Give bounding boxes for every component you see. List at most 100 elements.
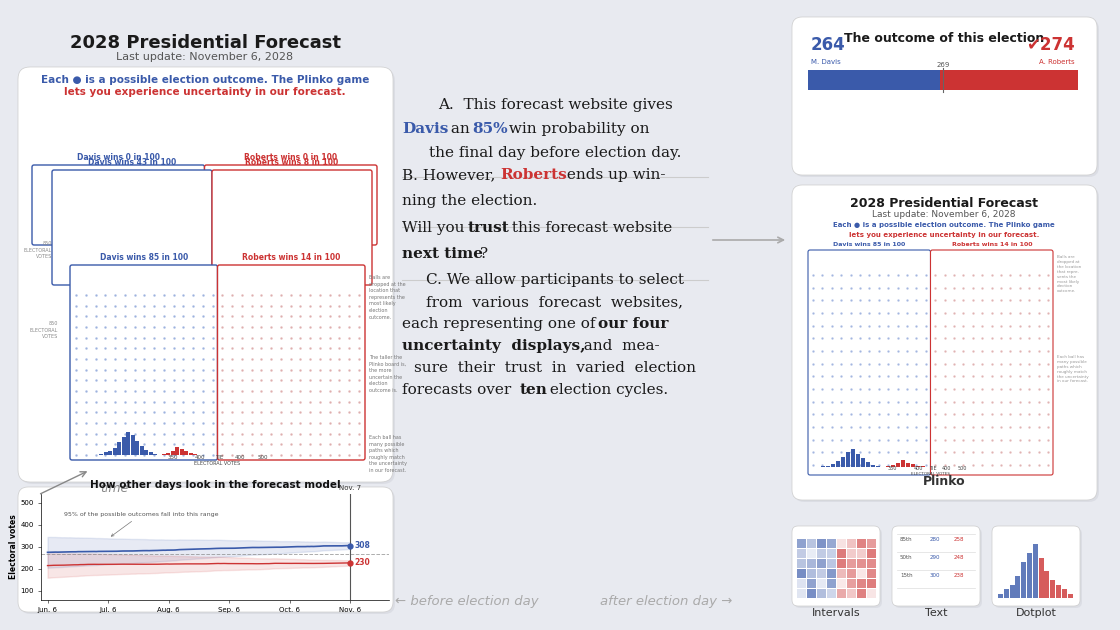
Text: 500: 500 bbox=[258, 455, 268, 460]
Bar bbox=[941, 70, 1077, 90]
Bar bbox=[867, 569, 876, 578]
Bar bbox=[850, 449, 855, 467]
Bar bbox=[827, 579, 836, 588]
Bar bbox=[827, 559, 836, 568]
Text: next time: next time bbox=[402, 247, 483, 261]
Text: uncertainty  displays,: uncertainty displays, bbox=[402, 339, 586, 353]
Bar bbox=[125, 432, 130, 455]
Bar bbox=[857, 579, 866, 588]
Bar bbox=[827, 589, 836, 598]
Bar bbox=[911, 464, 915, 467]
Bar bbox=[867, 549, 876, 558]
Y-axis label: Electoral votes: Electoral votes bbox=[9, 515, 18, 579]
FancyBboxPatch shape bbox=[32, 165, 205, 245]
Text: A.  This forecast website gives: A. This forecast website gives bbox=[438, 98, 672, 112]
Bar bbox=[797, 539, 806, 548]
Text: 85%: 85% bbox=[472, 122, 507, 136]
Bar bbox=[998, 593, 1004, 598]
Text: 264: 264 bbox=[811, 36, 846, 54]
Text: Roberts wins 14 in 100: Roberts wins 14 in 100 bbox=[242, 253, 340, 262]
Text: from  various  forecast  websites,: from various forecast websites, bbox=[427, 295, 683, 309]
Bar bbox=[193, 454, 197, 455]
Bar bbox=[136, 440, 139, 455]
Bar bbox=[797, 569, 806, 578]
Text: ← before election day: ← before election day bbox=[395, 595, 539, 608]
FancyBboxPatch shape bbox=[69, 265, 217, 460]
Bar bbox=[905, 462, 909, 467]
Bar bbox=[140, 446, 143, 455]
Text: lets you experience uncertainty in our forecast.: lets you experience uncertainty in our f… bbox=[64, 87, 346, 97]
Text: ning the election.: ning the election. bbox=[402, 194, 538, 208]
Bar bbox=[797, 559, 806, 568]
Bar bbox=[847, 579, 856, 588]
Text: Each ball has
many possible
paths which
roughly match
the uncertainty
in our for: Each ball has many possible paths which … bbox=[368, 435, 407, 473]
Text: lets you experience uncertainty in our forecast.: lets you experience uncertainty in our f… bbox=[849, 232, 1039, 238]
Bar bbox=[161, 454, 166, 455]
Text: Roberts: Roberts bbox=[500, 168, 567, 182]
Bar bbox=[847, 549, 856, 558]
Text: after election day →: after election day → bbox=[600, 595, 732, 608]
FancyBboxPatch shape bbox=[794, 187, 1099, 502]
Bar bbox=[840, 457, 844, 467]
Text: 280: 280 bbox=[930, 537, 941, 542]
Bar bbox=[1056, 585, 1061, 598]
Bar bbox=[816, 579, 825, 588]
Bar bbox=[856, 454, 860, 467]
Bar bbox=[837, 589, 846, 598]
Bar bbox=[1062, 589, 1066, 598]
Bar bbox=[837, 559, 846, 568]
Bar bbox=[808, 589, 816, 598]
Bar bbox=[867, 539, 876, 548]
Bar bbox=[896, 462, 900, 467]
Text: 248: 248 bbox=[954, 555, 964, 560]
Bar bbox=[816, 589, 825, 598]
Bar bbox=[837, 539, 846, 548]
Text: each representing one of: each representing one of bbox=[402, 317, 600, 331]
Text: 258: 258 bbox=[954, 537, 964, 542]
Text: sure  their  trust  in  varied  election: sure their trust in varied election bbox=[414, 361, 696, 375]
Bar bbox=[1045, 571, 1049, 598]
Bar bbox=[837, 549, 846, 558]
Bar bbox=[1038, 558, 1044, 598]
Bar bbox=[149, 452, 152, 455]
Bar bbox=[99, 454, 103, 455]
Text: 290: 290 bbox=[930, 555, 941, 560]
Bar bbox=[825, 466, 830, 467]
Bar bbox=[816, 569, 825, 578]
Text: M. Davis: M. Davis bbox=[811, 59, 841, 65]
Bar bbox=[836, 461, 840, 467]
Text: TIE: TIE bbox=[215, 455, 224, 460]
Text: win probability on: win probability on bbox=[504, 122, 650, 136]
Text: ?: ? bbox=[480, 247, 488, 261]
Text: Each ● is a possible election outcome. The Plinko game: Each ● is a possible election outcome. T… bbox=[833, 222, 1055, 228]
Text: The outcome of this election: The outcome of this election bbox=[843, 32, 1044, 45]
Text: Intervals: Intervals bbox=[812, 608, 860, 618]
Bar bbox=[867, 579, 876, 588]
Bar bbox=[153, 454, 157, 455]
FancyBboxPatch shape bbox=[205, 165, 377, 245]
Text: forecasts over: forecasts over bbox=[402, 383, 516, 397]
Bar bbox=[1009, 585, 1015, 598]
FancyBboxPatch shape bbox=[808, 250, 931, 475]
Bar bbox=[860, 458, 865, 467]
Bar bbox=[821, 466, 825, 467]
Text: Plinko: Plinko bbox=[923, 475, 965, 488]
Text: ends up win-: ends up win- bbox=[562, 168, 665, 182]
Bar bbox=[816, 559, 825, 568]
Bar bbox=[797, 579, 806, 588]
Bar bbox=[857, 569, 866, 578]
Bar bbox=[808, 579, 816, 588]
Bar bbox=[915, 466, 920, 467]
FancyBboxPatch shape bbox=[792, 17, 1096, 175]
Bar bbox=[103, 452, 108, 455]
Text: 400: 400 bbox=[942, 466, 951, 471]
Text: our four: our four bbox=[598, 317, 669, 331]
Bar bbox=[131, 435, 134, 455]
Text: TIE: TIE bbox=[928, 466, 936, 471]
Text: 238: 238 bbox=[954, 573, 964, 578]
Bar bbox=[837, 569, 846, 578]
Bar bbox=[144, 450, 148, 455]
Bar bbox=[816, 539, 825, 548]
Text: Roberts wins 14 in 100: Roberts wins 14 in 100 bbox=[952, 242, 1032, 247]
Text: and  mea-: and mea- bbox=[573, 339, 660, 353]
